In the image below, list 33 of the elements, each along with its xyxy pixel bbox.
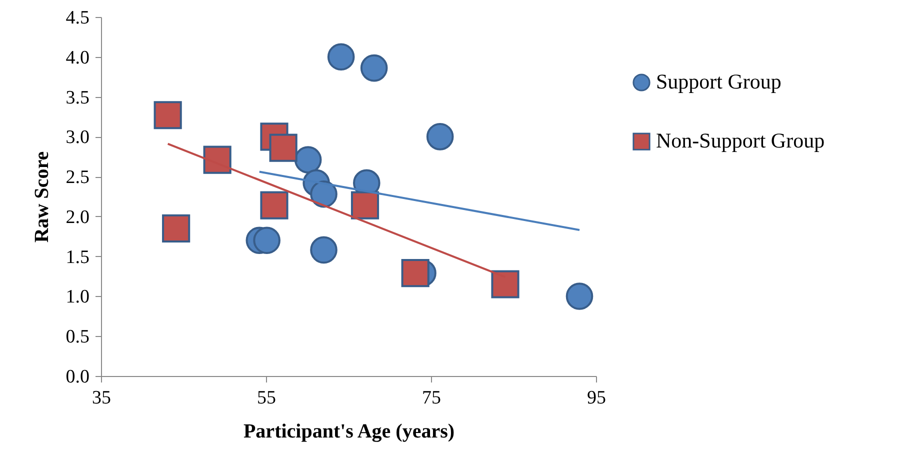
x-tick-label: 75 — [422, 388, 441, 408]
x-axis-title: Participant's Age (years) — [243, 420, 455, 442]
legend-label: Non-Support Group — [656, 128, 825, 152]
point — [253, 226, 280, 254]
y-tick-label: 3.5 — [66, 87, 90, 108]
y-axis-title: Raw Score — [30, 151, 53, 243]
point — [566, 282, 594, 310]
y-tick-label: 4.5 — [66, 8, 90, 28]
y-tick-label: 1.0 — [66, 286, 90, 308]
point — [327, 43, 355, 71]
y-tick-label: 0.0 — [66, 366, 90, 388]
legend-label: Support Group — [656, 70, 782, 94]
point — [294, 146, 322, 174]
point — [269, 134, 298, 162]
point — [310, 236, 338, 264]
point — [426, 123, 454, 150]
y-tick-label: 3.0 — [66, 127, 90, 148]
y-tick-label: 2.5 — [66, 167, 90, 188]
y-tick-label: 4.0 — [66, 47, 90, 68]
point — [350, 191, 380, 220]
point — [491, 270, 520, 298]
point — [401, 259, 430, 288]
point — [154, 101, 182, 130]
point — [162, 214, 190, 242]
x-tick-label: 35 — [92, 388, 111, 408]
y-tick-label: 2.0 — [66, 206, 90, 228]
point — [203, 146, 232, 174]
point — [260, 191, 288, 220]
y-tick-label: 1.5 — [66, 246, 90, 268]
x-tick-label: 55 — [257, 388, 276, 408]
point — [360, 54, 388, 82]
y-tick-label: 0.5 — [66, 326, 90, 348]
x-tick-label: 95 — [587, 388, 606, 408]
